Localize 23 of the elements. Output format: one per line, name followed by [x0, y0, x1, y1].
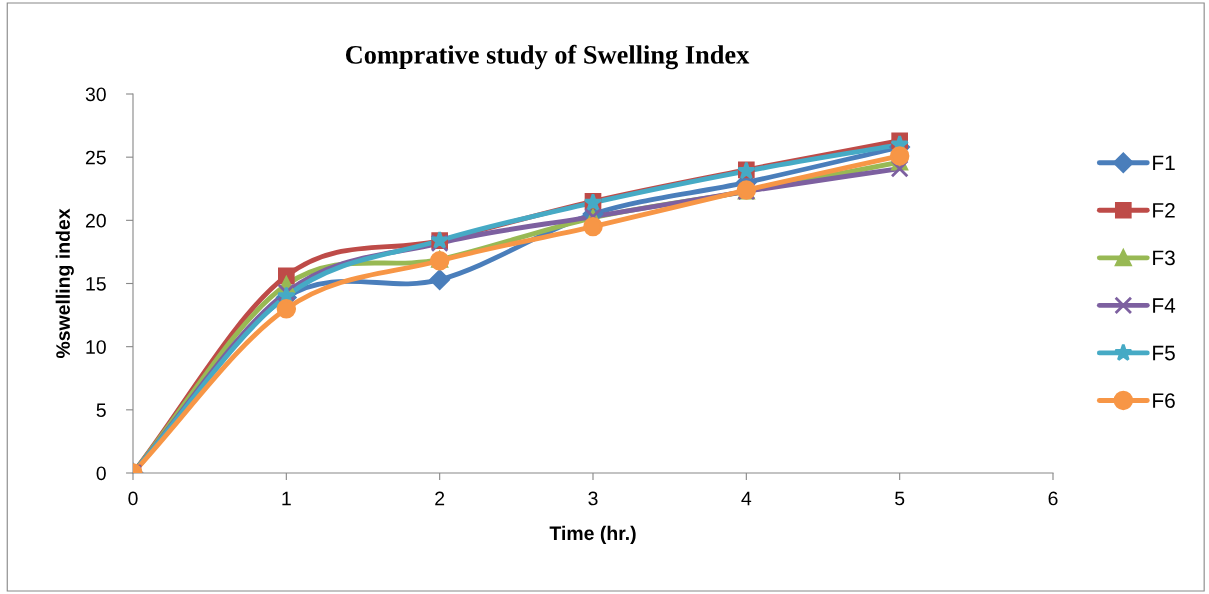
y-tick-label: 0 [96, 466, 106, 481]
y-tick-label: 20 [85, 213, 106, 228]
x-tick-label: 5 [895, 491, 905, 506]
legend-label: F1 [1153, 155, 1175, 171]
x-axis-title: Time (hr.) [549, 525, 636, 544]
legend-label: F6 [1153, 393, 1175, 408]
x-tick-label: 0 [128, 491, 138, 506]
x-tick-label: 3 [588, 491, 598, 506]
y-tick-label: 5 [96, 403, 106, 418]
legend-label: F2 [1153, 203, 1175, 218]
y-tick-label: 25 [85, 150, 106, 165]
legend-label: F4 [1153, 298, 1176, 313]
x-tick-label: 4 [741, 491, 752, 506]
x-tick-label: 6 [1048, 491, 1058, 506]
y-axis-title: %swelling index [55, 208, 74, 359]
legend-label: F5 [1153, 345, 1175, 361]
y-tick-label: 10 [86, 340, 106, 354]
x-tick-label: 2 [435, 491, 445, 506]
y-tick-label: 15 [86, 277, 106, 291]
chart-title: Comprative study of Swelling Index [345, 44, 750, 70]
legend-label: F3 [1153, 250, 1175, 266]
x-tick-label: 1 [282, 491, 291, 506]
y-tick-label: 30 [85, 87, 106, 102]
